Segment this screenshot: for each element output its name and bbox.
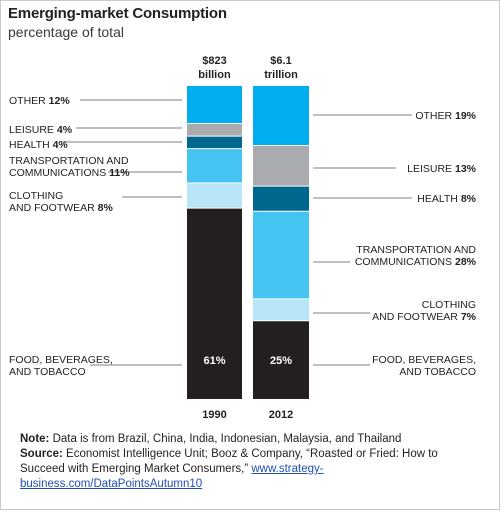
bar-segment-transportation-and-communications-1990: [187, 148, 242, 184]
legend-label-left-clothing-and-footwear: CLOTHING: [9, 190, 63, 202]
legend-label-right-clothing-and-footwear: CLOTHING: [422, 299, 476, 311]
chart-notes: Note: Data is from Brazil, China, India,…: [20, 432, 480, 492]
note-label: Note:: [20, 433, 50, 445]
legend-label-left-food-beverages-and-tobacco: AND TOBACCO: [9, 366, 86, 378]
x-tick-label-1990: 1990: [202, 409, 226, 421]
bar-segment-clothing-and-footwear-2012: [253, 298, 309, 321]
legend-label-left-transportation-and-communications: COMMUNICATIONS 11%: [9, 167, 130, 179]
legend-label-right-leisure: LEISURE 13%: [407, 163, 477, 175]
bar-segment-other-1990: [187, 86, 242, 124]
bar-segment-leisure-1990: [187, 123, 242, 137]
bar-segment-leisure-2012: [253, 145, 309, 187]
bar-total-label-2012: $6.1: [270, 55, 291, 67]
note-text: Data is from Brazil, China, India, Indon…: [49, 433, 402, 445]
legend-label-right-transportation-and-communications: COMMUNICATIONS 28%: [355, 256, 477, 268]
legend-label-left-health: HEALTH 4%: [9, 139, 68, 151]
chart-title: Emerging-market Consumption: [8, 5, 227, 22]
source-line: Source: Economist Intelligence Unit; Boo…: [20, 447, 480, 492]
source-label: Source:: [20, 448, 63, 460]
bar-segment-health-1990: [187, 136, 242, 149]
legend-label-right-clothing-and-footwear: AND FOOTWEAR 7%: [372, 311, 477, 323]
stacked-bar-chart: 1990 $823 billion 2012 $6.1 trillion 61% 25% FOO…: [9, 55, 477, 421]
bar-total-unit-1990: billion: [198, 69, 231, 81]
legend-label-right-food-beverages-and-tobacco: AND TOBACCO: [399, 366, 476, 378]
legend-label-right-transportation-and-communications: TRANSPORTATION AND: [356, 244, 476, 256]
legend-label-left-clothing-and-footwear: AND FOOTWEAR 8%: [9, 202, 114, 214]
bar-segment-food-beverages-and-tobacco-1990: [187, 208, 242, 399]
bar-segment-other-2012: [253, 86, 309, 146]
bar-segment-transportation-and-communications-2012: [253, 211, 309, 299]
bar-segment-clothing-and-footwear-1990: [187, 183, 242, 209]
bar-segment-health-2012: [253, 186, 309, 212]
bar-segment-food-beverages-and-tobacco-2012: [253, 320, 309, 399]
legend-label-left-transportation-and-communications: TRANSPORTATION AND: [9, 155, 129, 167]
legend-label-left-food-beverages-and-tobacco: FOOD, BEVERAGES,: [9, 354, 113, 366]
source-text: Economist Intelligence Unit; Booz & Comp…: [20, 448, 438, 475]
data-label-food-beverages-and-tobacco-1990: 61%: [203, 355, 225, 367]
legend-label-left-leisure: LEISURE 4%: [9, 124, 73, 136]
legend-label-right-food-beverages-and-tobacco: FOOD, BEVERAGES,: [372, 354, 476, 366]
chart-subtitle: percentage of total: [8, 24, 124, 40]
legend-label-right-other: OTHER 19%: [415, 110, 476, 122]
legend-label-left-other: OTHER 12%: [9, 95, 70, 107]
note-line: Note: Data is from Brazil, China, India,…: [20, 432, 480, 447]
data-label-food-beverages-and-tobacco-2012: 25%: [270, 355, 292, 367]
x-tick-label-2012: 2012: [269, 409, 293, 421]
source-link[interactable]: www.strategy-business.com/DataPointsAutu…: [20, 463, 324, 490]
bar-total-label-1990: $823: [202, 55, 226, 67]
bar-total-unit-2012: trillion: [264, 69, 298, 81]
legend-label-right-health: HEALTH 8%: [417, 193, 476, 205]
